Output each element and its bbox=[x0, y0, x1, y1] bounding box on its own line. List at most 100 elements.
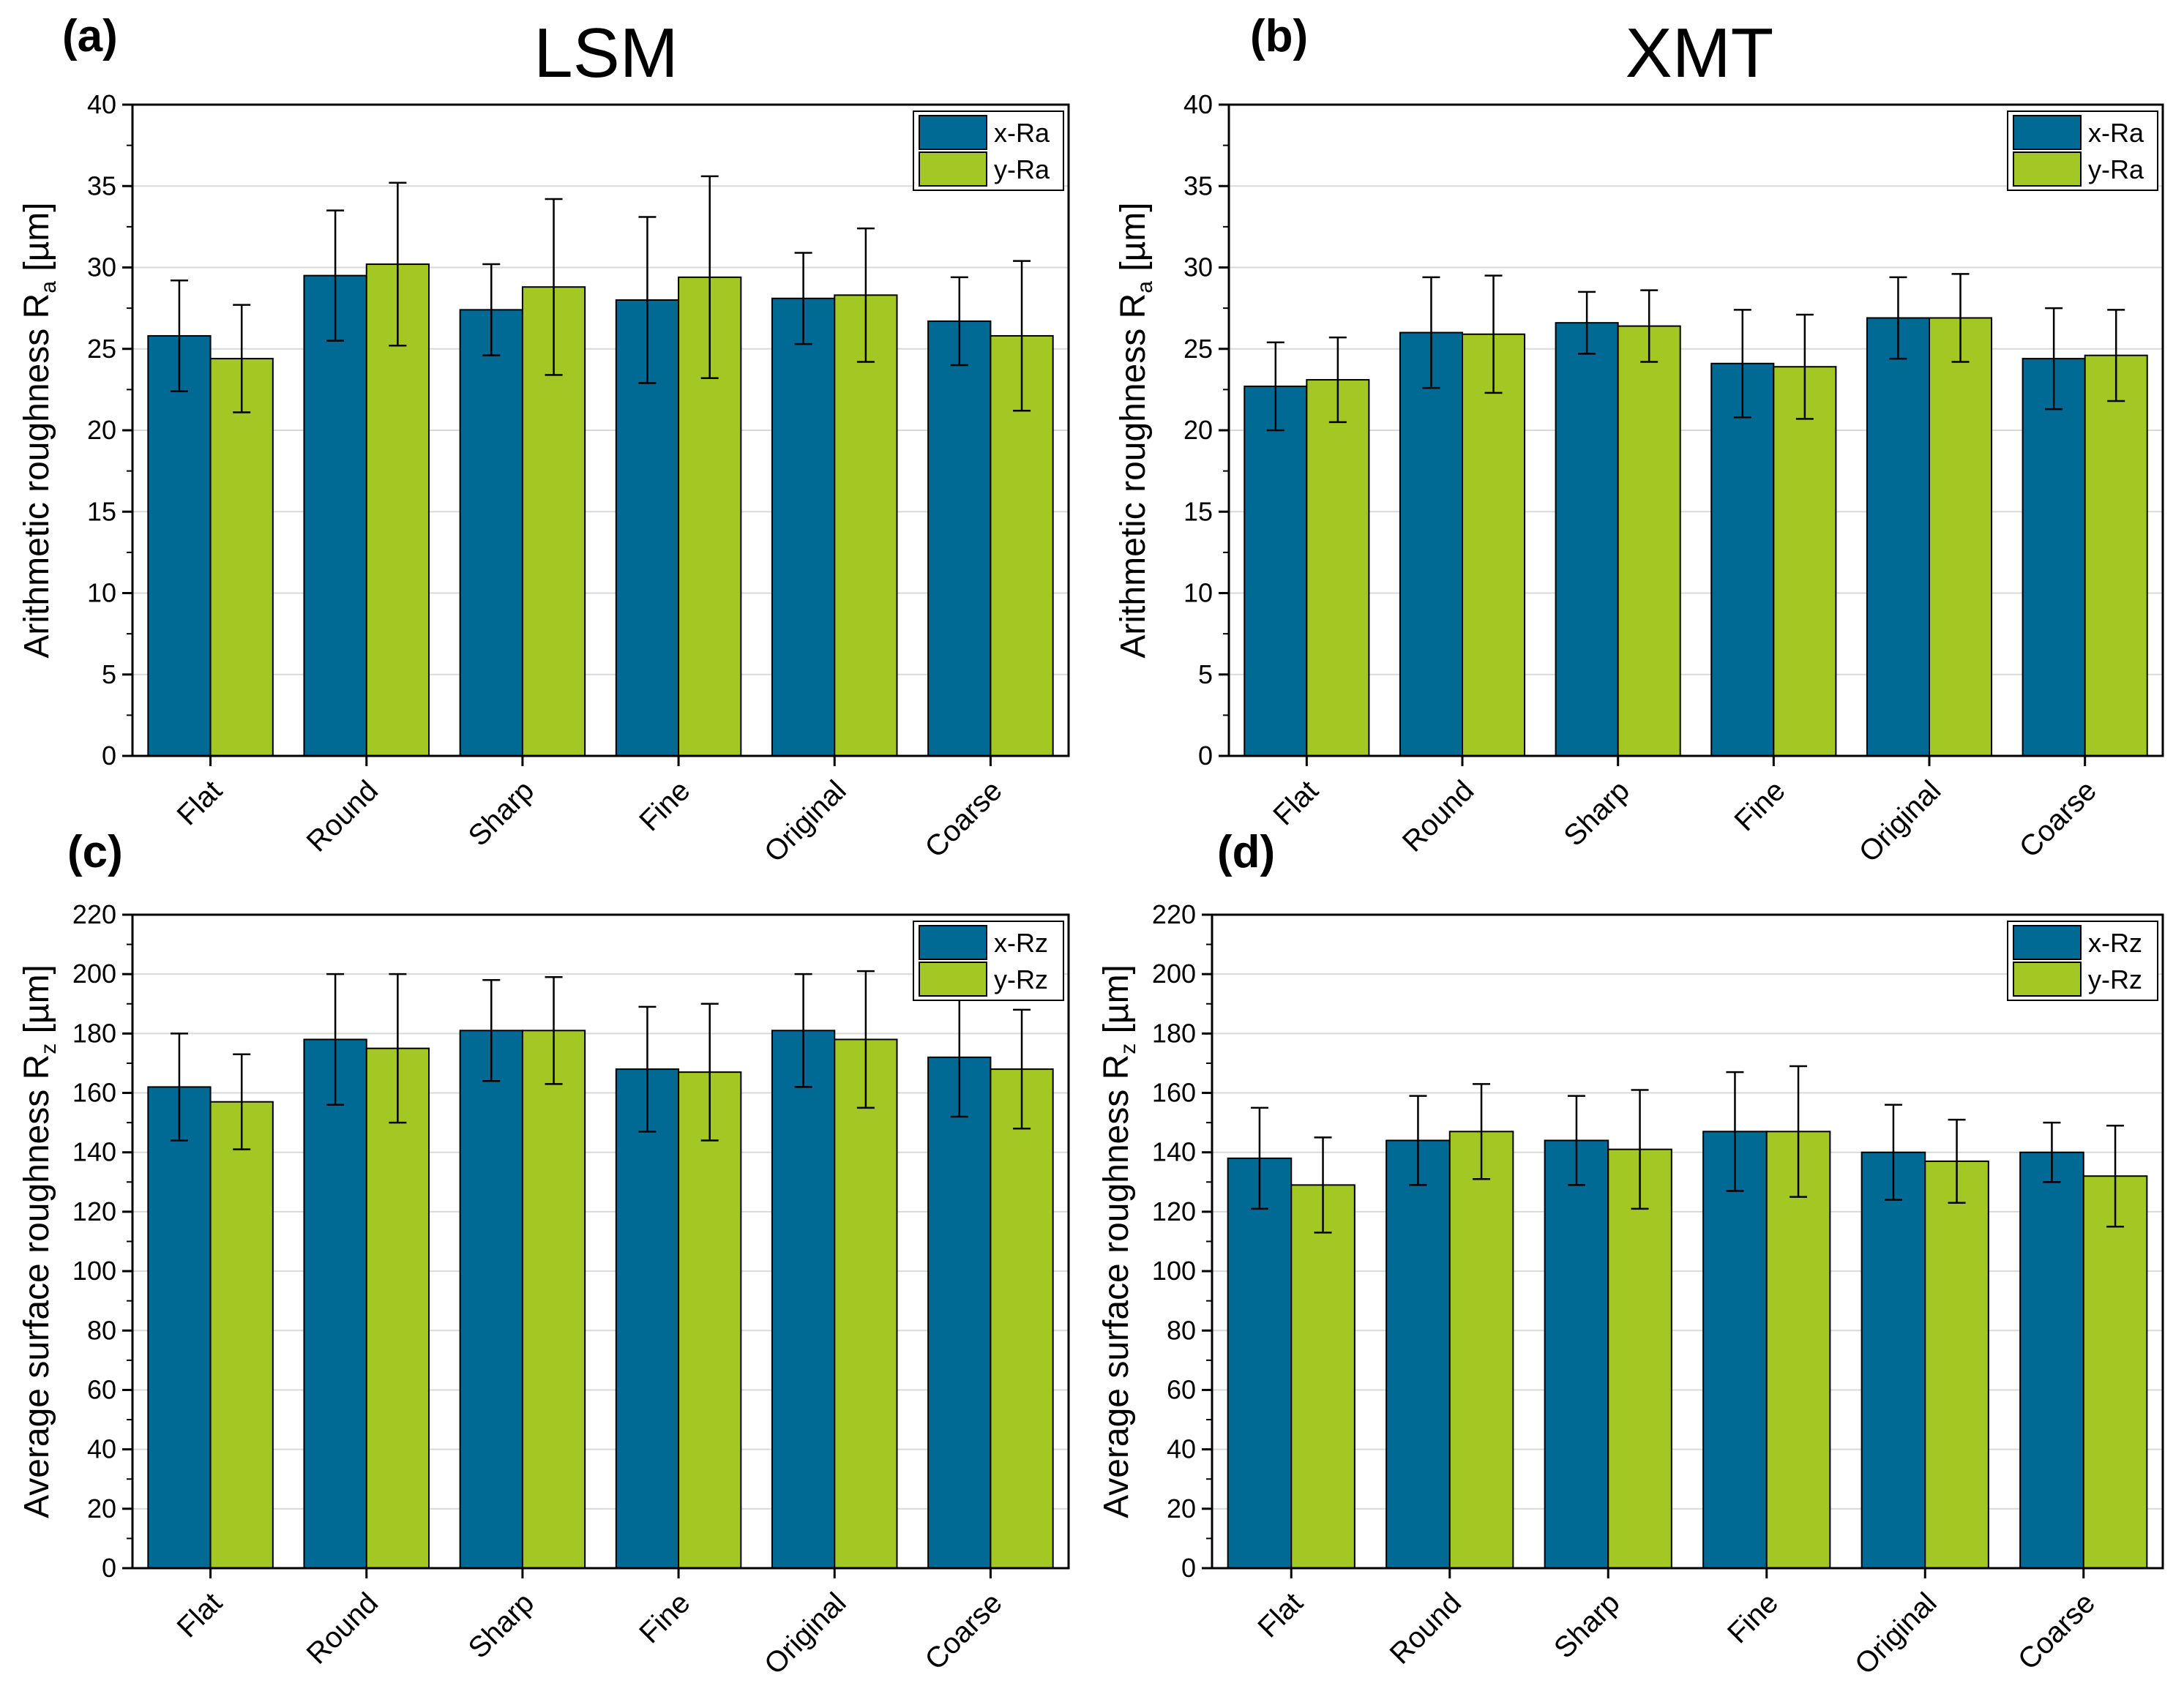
x-tick-label: Fine bbox=[633, 774, 696, 837]
bar-x-Rz bbox=[927, 1056, 992, 1569]
x-tick-label: Coarse bbox=[919, 1586, 1008, 1676]
bar-y-Ra bbox=[834, 294, 898, 757]
legend-swatch bbox=[2013, 115, 2082, 150]
bar-x-Rz bbox=[1385, 1139, 1451, 1570]
y-tick-label: 180 bbox=[72, 1018, 116, 1048]
x-tick-label: Round bbox=[301, 774, 384, 858]
y-tick-label: 180 bbox=[1152, 1018, 1196, 1048]
bar-x-Ra bbox=[1399, 331, 1464, 757]
x-tick-label: Sharp bbox=[463, 774, 541, 852]
chart-title: LSM bbox=[534, 14, 678, 92]
bar-x-Rz bbox=[1544, 1139, 1609, 1570]
bar-x-Rz bbox=[303, 1038, 367, 1569]
y-tick-label: 0 bbox=[1181, 1553, 1196, 1583]
y-axis-label: Arithmetic roughness Ra [µm] bbox=[18, 202, 61, 658]
legend-label: x-Rz bbox=[2088, 928, 2142, 958]
bar-x-Ra bbox=[1866, 317, 1931, 757]
y-tick-label: 35 bbox=[1183, 170, 1213, 201]
y-tick-label: 20 bbox=[87, 415, 116, 445]
bar-y-Rz bbox=[1607, 1148, 1672, 1570]
legend-swatch bbox=[919, 115, 987, 150]
panel-b: 0 5 10 15 20 25 30 35 40 Flat Round Sharp Fine Origin… bbox=[1114, 11, 2164, 869]
x-tick-label: Original bbox=[758, 1586, 853, 1681]
bar-y-Ra bbox=[1462, 333, 1526, 757]
bar-x-Ra bbox=[1244, 385, 1308, 757]
y-tick-label: 140 bbox=[72, 1137, 116, 1167]
bar-y-Rz bbox=[521, 1030, 586, 1569]
x-tick-label: Coarse bbox=[2013, 774, 2103, 863]
bar-x-Rz bbox=[1227, 1157, 1293, 1569]
legend-label: y-Rz bbox=[2088, 964, 2142, 994]
y-tick-label: 0 bbox=[102, 741, 116, 771]
y-tick-label: 20 bbox=[1167, 1494, 1196, 1524]
y-tick-label: 220 bbox=[1152, 899, 1196, 929]
y-tick-label: 15 bbox=[87, 496, 116, 526]
y-tick-label: 100 bbox=[72, 1256, 116, 1286]
y-tick-label: 80 bbox=[1167, 1315, 1196, 1345]
y-tick-label: 0 bbox=[1198, 741, 1213, 771]
y-tick-label: 10 bbox=[87, 578, 116, 608]
bar-x-Ra bbox=[771, 297, 836, 757]
x-tick-label: Flat bbox=[1267, 774, 1324, 831]
bar-y-Rz bbox=[990, 1068, 1054, 1569]
plot-frame bbox=[131, 913, 1070, 1570]
panel-a: 0 5 10 15 20 25 30 35 40 Flat Round Sharp Fine Origin… bbox=[18, 11, 1070, 869]
legend-label: x-Ra bbox=[994, 118, 1050, 148]
plot-frame bbox=[1211, 913, 2164, 1570]
panel-label: (c) bbox=[67, 827, 123, 877]
x-tick-label: Round bbox=[1396, 774, 1480, 858]
bar-y-Rz bbox=[365, 1047, 430, 1569]
panel-d: 0 20 40 60 80 100 120 140 160 180 200 220 Flat Round S… bbox=[1097, 827, 2164, 1681]
legend-label: x-Ra bbox=[2088, 118, 2144, 148]
bar-y-Rz bbox=[678, 1071, 742, 1569]
bar-y-Rz bbox=[1924, 1160, 1989, 1569]
y-tick-label: 40 bbox=[87, 1434, 116, 1464]
bar-y-Rz bbox=[1765, 1131, 1831, 1569]
bar-y-Ra bbox=[209, 358, 274, 757]
y-tick-label: 30 bbox=[87, 252, 116, 282]
x-tick-label: Round bbox=[301, 1586, 384, 1670]
y-axis-label: Average surface roughness Rz [µm] bbox=[18, 964, 61, 1518]
y-tick-label: 25 bbox=[1183, 334, 1213, 364]
x-tick-label: Coarse bbox=[919, 774, 1008, 863]
legend-label: x-Rz bbox=[994, 928, 1048, 958]
legend-swatch bbox=[2013, 151, 2082, 187]
plot-frame bbox=[131, 103, 1070, 757]
y-tick-label: 5 bbox=[1198, 659, 1213, 689]
bar-y-Rz bbox=[1290, 1184, 1355, 1570]
bar-y-Ra bbox=[678, 276, 742, 757]
y-tick-label: 15 bbox=[1183, 496, 1213, 526]
y-tick-label: 35 bbox=[87, 170, 116, 201]
legend-label: y-Ra bbox=[2088, 154, 2144, 184]
x-tick-label: Fine bbox=[1729, 774, 1792, 837]
legend-swatch bbox=[919, 962, 987, 997]
y-tick-label: 40 bbox=[87, 89, 116, 119]
y-tick-label: 0 bbox=[102, 1553, 116, 1583]
bar-y-Ra bbox=[1929, 317, 1993, 757]
y-tick-label: 200 bbox=[72, 959, 116, 989]
y-tick-label: 100 bbox=[1152, 1256, 1196, 1286]
x-tick-label: Round bbox=[1384, 1586, 1467, 1670]
x-tick-label: Flat bbox=[171, 1586, 228, 1644]
bar-x-Rz bbox=[1860, 1151, 1926, 1569]
bar-y-Rz bbox=[2082, 1175, 2148, 1569]
y-tick-label: 60 bbox=[87, 1374, 116, 1404]
panel-c: 0 20 40 60 80 100 120 140 160 180 200 220 Flat Round S… bbox=[18, 827, 1070, 1681]
legend-swatch bbox=[2013, 962, 2082, 997]
panel-label: (d) bbox=[1217, 827, 1275, 877]
y-tick-label: 60 bbox=[1167, 1374, 1196, 1404]
bar-x-Rz bbox=[459, 1030, 523, 1569]
bar-y-Rz bbox=[834, 1038, 898, 1569]
bar-y-Rz bbox=[1448, 1131, 1514, 1569]
bar-x-Rz bbox=[771, 1030, 836, 1569]
x-tick-label: Sharp bbox=[1548, 1586, 1626, 1665]
bar-x-Ra bbox=[147, 334, 212, 757]
bar-x-Ra bbox=[2022, 358, 2086, 757]
y-axis-label: Average surface roughness Rz [µm] bbox=[1097, 964, 1140, 1518]
bar-x-Rz bbox=[147, 1086, 212, 1569]
bar-y-Ra bbox=[2084, 354, 2148, 757]
y-tick-label: 200 bbox=[1152, 959, 1196, 989]
panel-label: (a) bbox=[62, 11, 118, 61]
x-tick-label: Flat bbox=[1252, 1586, 1309, 1644]
